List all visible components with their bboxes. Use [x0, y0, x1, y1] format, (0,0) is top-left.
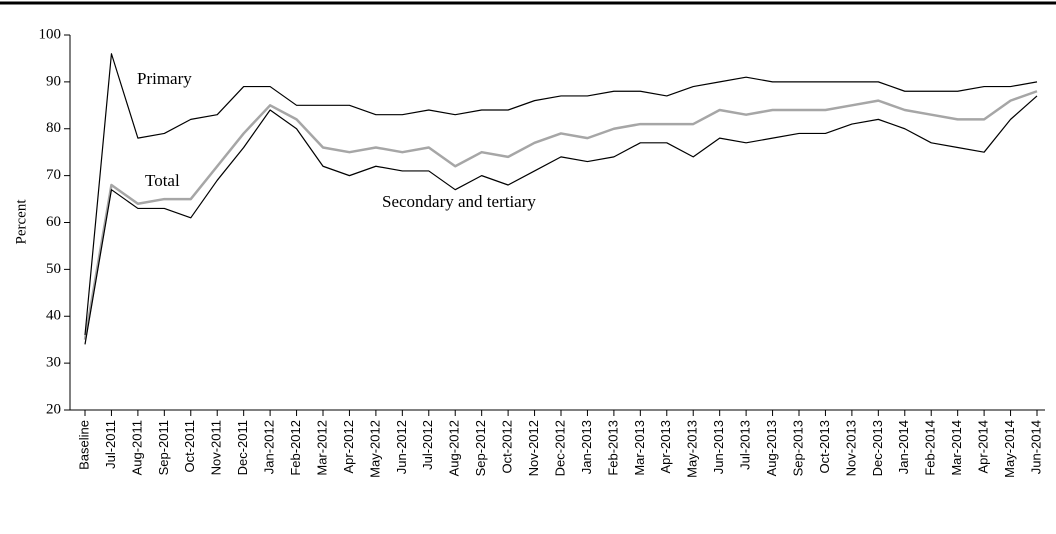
x-tick-label: Jun-2014	[1028, 420, 1043, 474]
x-tick-label: Oct-2013	[817, 420, 832, 473]
x-tick-label: Sep-2012	[473, 420, 488, 476]
x-tick-label: Feb-2013	[605, 420, 620, 476]
x-tick-label: May-2012	[367, 420, 382, 478]
y-tick-label: 60	[46, 214, 61, 230]
x-tick-label: Jun-2012	[394, 420, 409, 474]
x-tick-label: Mar-2014	[949, 420, 964, 476]
x-tick-label: Oct-2012	[500, 420, 515, 473]
series-line	[84, 53, 1038, 336]
x-tick-label: Apr-2014	[976, 420, 991, 473]
x-tick-label: Mar-2013	[632, 420, 647, 476]
x-tick-label: Mar-2012	[314, 420, 329, 476]
x-tick-label: Jan-2013	[579, 420, 594, 474]
x-tick-label: Jan-2014	[896, 420, 911, 474]
x-tick-label: Jul-2012	[420, 420, 435, 470]
x-tick-label: Nov-2013	[843, 420, 858, 476]
x-tick-label: Feb-2014	[923, 420, 938, 476]
x-tick-label: Jun-2013	[711, 420, 726, 474]
x-tick-label: Jul-2011	[103, 420, 118, 469]
y-tick-label: 80	[46, 120, 61, 136]
y-tick-label: 100	[39, 26, 62, 42]
series-line	[84, 95, 1038, 345]
x-tick-label: Baseline	[76, 420, 91, 470]
series-label: Primary	[137, 69, 192, 88]
y-axis-label: Percent	[13, 199, 29, 245]
series-label: Secondary and tertiary	[382, 192, 536, 211]
x-tick-label: Nov-2011	[209, 420, 224, 475]
x-tick-label: Sep-2013	[790, 420, 805, 476]
x-tick-label: Dec-2011	[235, 420, 250, 475]
x-tick-label: Feb-2012	[288, 420, 303, 476]
x-tick-label: Dec-2012	[552, 420, 567, 476]
x-tick-label: Dec-2013	[870, 420, 885, 476]
x-tick-label: May-2013	[685, 420, 700, 478]
y-tick-label: 40	[46, 308, 61, 324]
x-tick-label: Apr-2012	[341, 420, 356, 473]
series-line	[83, 90, 1038, 340]
x-tick-label: Oct-2011	[182, 420, 197, 473]
x-tick-label: Aug-2012	[447, 420, 462, 476]
y-tick-label: 70	[46, 167, 61, 183]
y-tick-label: 20	[46, 401, 61, 417]
y-tick-label: 90	[46, 73, 61, 89]
x-tick-label: Aug-2013	[764, 420, 779, 476]
x-tick-label: Jan-2012	[262, 420, 277, 474]
y-tick-label: 50	[46, 261, 61, 277]
x-tick-label: Apr-2013	[658, 420, 673, 473]
y-tick-label: 30	[46, 355, 61, 371]
x-tick-label: Jul-2013	[738, 420, 753, 470]
x-tick-label: Sep-2011	[156, 420, 171, 475]
series-label: Total	[145, 171, 180, 190]
x-tick-label: May-2014	[1002, 420, 1017, 478]
x-tick-label: Nov-2012	[526, 420, 541, 476]
x-tick-label: Aug-2011	[129, 420, 144, 475]
